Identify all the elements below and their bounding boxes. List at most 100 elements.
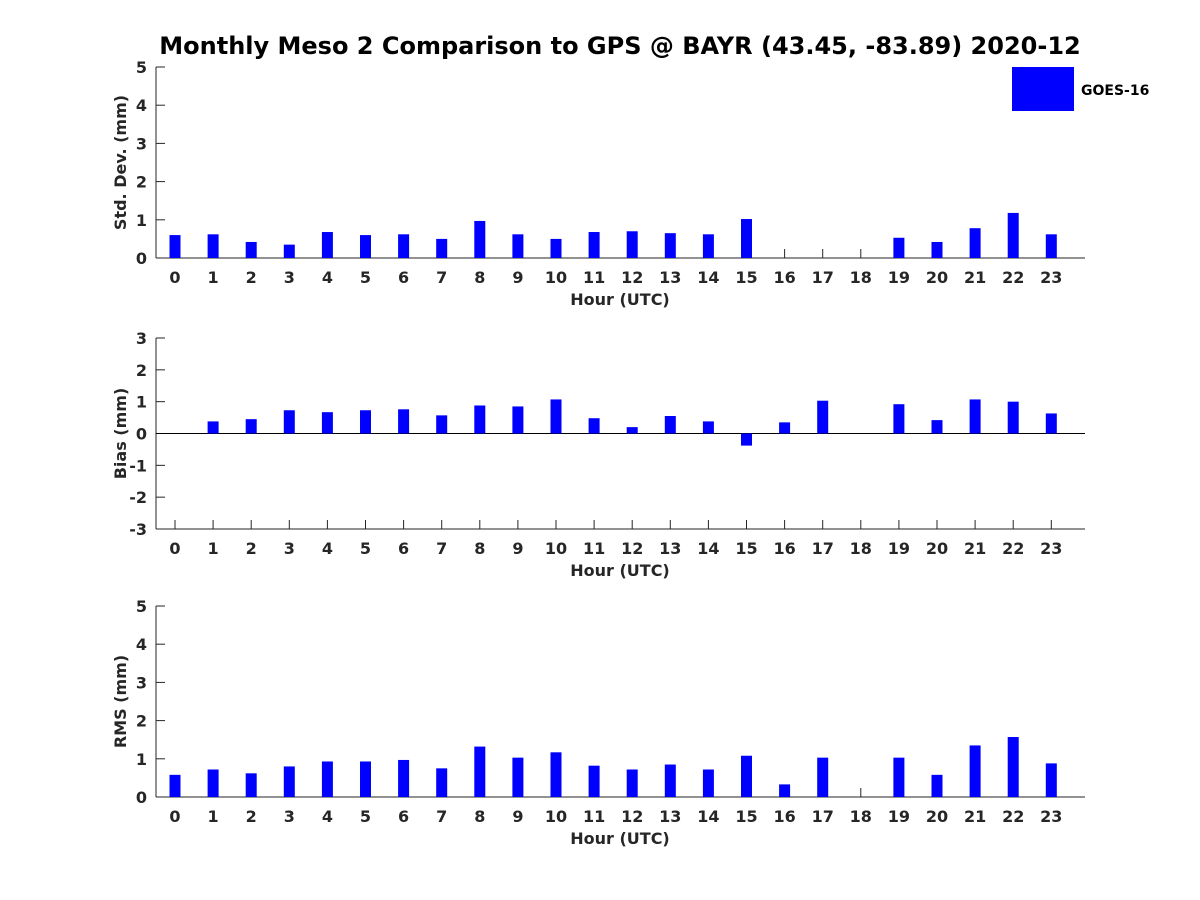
- bias-bar-hour-12: [626, 427, 638, 434]
- bias-bar-hour-2: [245, 419, 257, 434]
- std-dev-xtick-label: 8: [474, 268, 485, 287]
- std-dev-xtick-label: 19: [888, 268, 910, 287]
- rms-bar-hour-1: [207, 769, 219, 797]
- bias-xtick-label: 20: [926, 539, 948, 558]
- rms-xtick-label: 3: [284, 807, 295, 826]
- bias-xtick-label: 6: [398, 539, 409, 558]
- std-dev-ytick-label: 2: [136, 173, 147, 192]
- rms-bar-hour-21: [969, 745, 981, 797]
- std-dev-xtick-label: 14: [697, 268, 719, 287]
- rms-xtick-label: 7: [436, 807, 447, 826]
- rms-bar-hour-15: [741, 755, 752, 797]
- std-dev-bar-hour-19: [893, 237, 905, 258]
- rms-bar-hour-11: [588, 765, 600, 797]
- std-dev-bar-hour-22: [1007, 212, 1019, 258]
- std-dev-xtick-label: 20: [926, 268, 948, 287]
- bias-bar-hour-7: [436, 415, 448, 434]
- rms-xtick-label: 4: [322, 807, 333, 826]
- bias-bar-hour-19: [893, 404, 905, 434]
- std-dev-bar-hour-7: [436, 238, 448, 258]
- legend-swatch-goes16: [1012, 67, 1074, 111]
- rms-bar-hour-8: [474, 746, 486, 797]
- std-dev-xtick-label: 4: [322, 268, 333, 287]
- std-dev-xtick-label: 0: [169, 268, 180, 287]
- bias-xtick-label: 21: [964, 539, 986, 558]
- bias-ytick-label: -1: [129, 456, 147, 475]
- std-dev-bar-hour-11: [588, 232, 600, 258]
- std-dev-ytick-label: 5: [136, 58, 147, 77]
- bias-xtick-label: 9: [512, 539, 523, 558]
- bias-bar-hour-14: [702, 421, 714, 434]
- rms-xtick-label: 9: [512, 807, 523, 826]
- bias-bar-hour-6: [398, 409, 410, 434]
- std-dev-xtick-label: 11: [583, 268, 605, 287]
- std-dev-xtick-label: 12: [621, 268, 643, 287]
- bias-ytick-label: 3: [136, 329, 147, 348]
- rms-xtick-label: 11: [583, 807, 605, 826]
- rms-xtick-label: 2: [246, 807, 257, 826]
- std-dev-xtick-label: 15: [735, 268, 757, 287]
- bias-bar-hour-3: [283, 410, 295, 434]
- rms-xtick-label: 19: [888, 807, 910, 826]
- bias-bar-hour-23: [1045, 413, 1057, 434]
- rms-xtick-label: 8: [474, 807, 485, 826]
- bias-xtick-label: 5: [360, 539, 371, 558]
- std-dev-xlabel: Hour (UTC): [570, 290, 670, 309]
- bias-xtick-label: 1: [208, 539, 219, 558]
- std-dev-xtick-label: 9: [512, 268, 523, 287]
- std-dev-bar-hour-6: [398, 234, 410, 258]
- bias-xtick-label: 8: [474, 539, 485, 558]
- std-dev-bar-hour-15: [741, 219, 752, 258]
- bias-xtick-label: 11: [583, 539, 605, 558]
- bias-bar-hour-9: [512, 406, 524, 434]
- bias-bar-hour-11: [588, 418, 600, 434]
- std-dev-ytick-label: 4: [136, 96, 147, 115]
- rms-bar-hour-0: [169, 774, 181, 797]
- bias-xtick-label: 23: [1040, 539, 1062, 558]
- std-dev-ylabel: Std. Dev. (mm): [111, 95, 130, 230]
- std-dev-bar-hour-12: [626, 231, 638, 258]
- rms-ytick-label: 2: [136, 712, 147, 731]
- bias-xtick-label: 12: [621, 539, 643, 558]
- std-dev-bar-hour-1: [207, 234, 219, 258]
- std-dev-xtick-label: 5: [360, 268, 371, 287]
- rms-bar-hour-17: [817, 757, 829, 797]
- std-dev-xtick-label: 17: [812, 268, 834, 287]
- rms-xtick-label: 21: [964, 807, 986, 826]
- rms-xtick-label: 6: [398, 807, 409, 826]
- bias-xtick-label: 14: [697, 539, 719, 558]
- rms-ytick-label: 1: [136, 750, 147, 769]
- rms-xtick-label: 15: [735, 807, 757, 826]
- std-dev-xtick-label: 1: [208, 268, 219, 287]
- std-dev-xtick-label: 18: [850, 268, 872, 287]
- bias-xtick-label: 3: [284, 539, 295, 558]
- bias-xtick-label: 2: [246, 539, 257, 558]
- bias-bar-hour-22: [1007, 401, 1019, 434]
- std-dev-ytick-label: 0: [136, 249, 147, 268]
- rms-xtick-label: 17: [812, 807, 834, 826]
- bias-ylabel: Bias (mm): [111, 388, 130, 480]
- rms-xtick-label: 10: [545, 807, 567, 826]
- rms-bar-hour-3: [283, 766, 295, 797]
- rms-xtick-label: 20: [926, 807, 948, 826]
- rms-ytick-label: 5: [136, 597, 147, 616]
- bias-bar-hour-21: [969, 399, 981, 434]
- std-dev-xtick-label: 16: [773, 268, 795, 287]
- bias-bar-hour-4: [321, 412, 333, 434]
- rms-bar-hour-6: [398, 759, 410, 797]
- std-dev-xtick-label: 22: [1002, 268, 1024, 287]
- std-dev-bar-hour-3: [283, 244, 295, 258]
- bias-bar-hour-5: [360, 410, 371, 434]
- std-dev-xtick-label: 6: [398, 268, 409, 287]
- bias-ytick-label: 0: [136, 425, 147, 444]
- rms-bar-hour-23: [1045, 763, 1057, 797]
- std-dev-xtick-label: 10: [545, 268, 567, 287]
- std-dev-ytick-label: 3: [136, 134, 147, 153]
- rms-xtick-label: 14: [697, 807, 719, 826]
- rms-bar-hour-2: [245, 773, 257, 797]
- std-dev-bar-hour-13: [664, 233, 676, 258]
- rms-bar-hour-4: [321, 761, 333, 797]
